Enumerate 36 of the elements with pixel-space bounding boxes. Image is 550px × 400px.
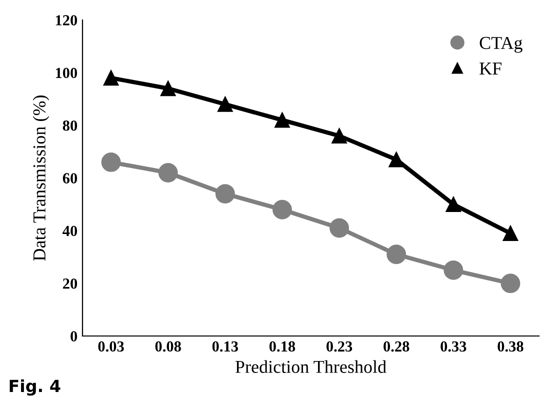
point: [502, 226, 518, 241]
y-tick-label: 20: [63, 278, 78, 289]
x-tick-label: 0.23: [326, 341, 352, 352]
point: [386, 244, 406, 264]
point: [332, 128, 347, 144]
point: [218, 96, 233, 112]
x-tick-label: 0.03: [98, 341, 124, 352]
point: [272, 200, 292, 220]
point: [103, 70, 119, 86]
y-tick-label: 100: [56, 68, 78, 78]
y-tick-label: 0: [70, 331, 78, 342]
y-tick-label: 120: [56, 15, 78, 26]
x-tick-label: 0.13: [212, 341, 238, 352]
point: [215, 184, 235, 204]
y-tick-label: 40: [62, 226, 78, 236]
point: [500, 274, 520, 294]
x-tick-label: 0.18: [269, 341, 296, 352]
x-tick-label: 0.08: [155, 341, 181, 352]
point: [160, 80, 176, 96]
point: [158, 163, 178, 182]
point: [101, 152, 121, 172]
legend-label: KF: [480, 62, 502, 74]
point: [330, 218, 350, 238]
x-axis-title: Prediction Threshold: [235, 360, 386, 373]
x-tick-label: 0.38: [498, 341, 524, 352]
y-tick-label: 60: [62, 173, 78, 184]
point: [388, 152, 404, 168]
legend-label: CTAg: [480, 36, 522, 53]
x-tick-label: 0.28: [384, 341, 410, 352]
point: [444, 260, 464, 280]
caption: Fig. 4: [10, 379, 60, 396]
y-axis-title: Data Transmission (%): [32, 96, 50, 261]
x-tick-label: 0.33: [440, 341, 466, 352]
point: [274, 112, 290, 128]
y-tick-label: 80: [62, 120, 78, 131]
point: [446, 196, 462, 212]
